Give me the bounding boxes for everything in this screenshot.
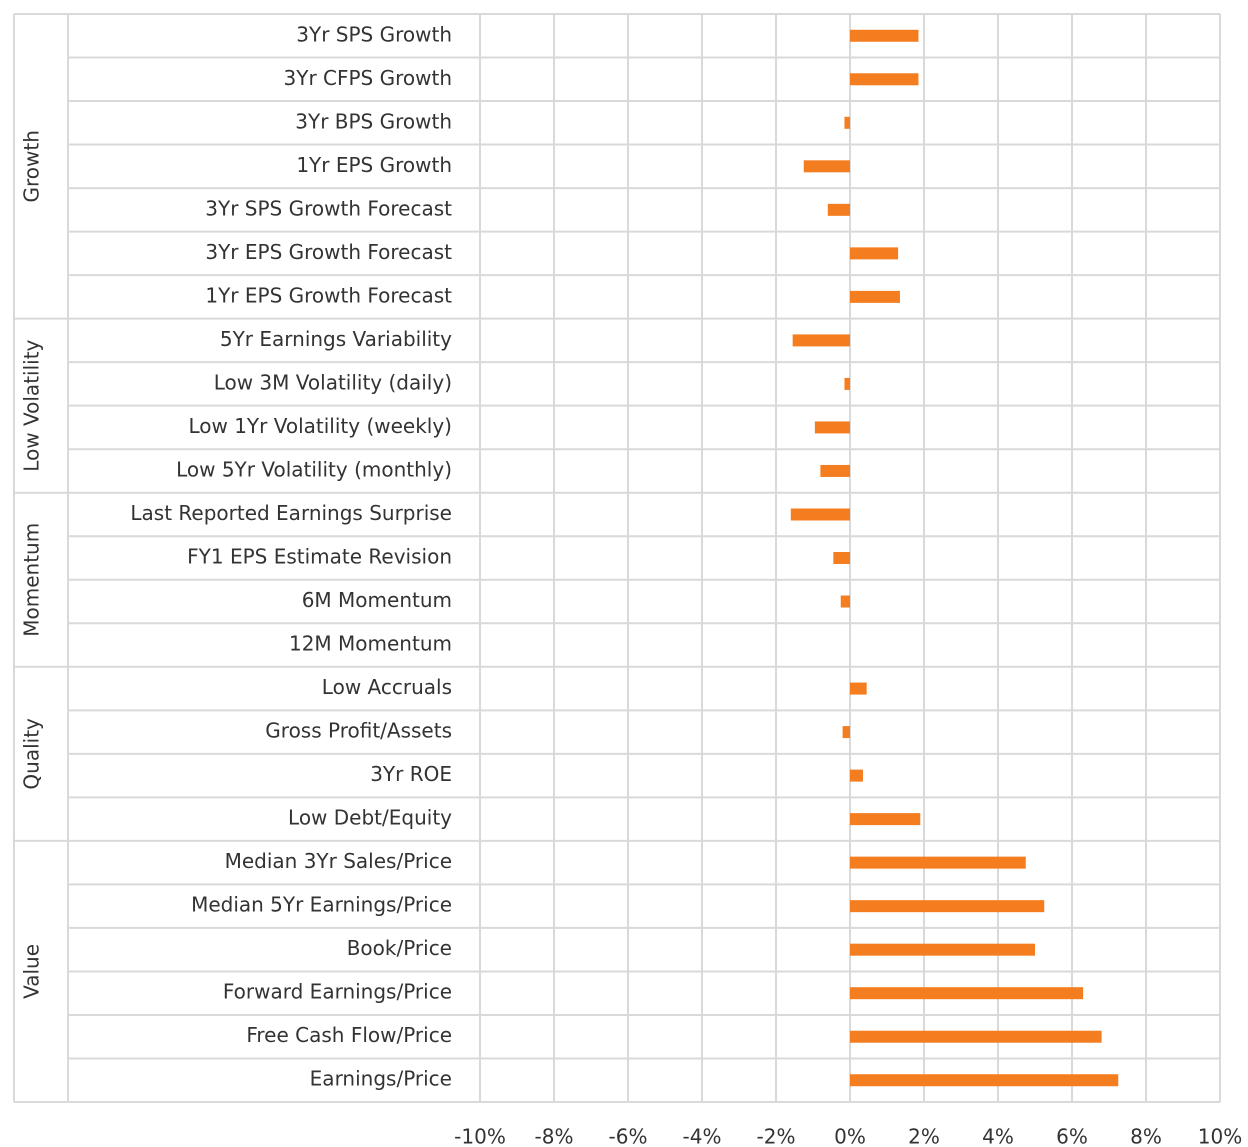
category-label: Gross Profit/Assets	[265, 719, 452, 743]
category-label: Low 3M Volatility (daily)	[214, 370, 452, 394]
bar	[850, 682, 867, 695]
category-label: 5Yr Earnings Variability	[220, 327, 452, 351]
group-label: Quality	[20, 718, 44, 790]
bar	[850, 290, 900, 303]
category-label: 1Yr EPS Growth Forecast	[205, 283, 452, 307]
category-label: Last Reported Earnings Surprise	[130, 501, 452, 525]
x-tick-label: -6%	[609, 1125, 648, 1147]
x-tick-label: 6%	[1056, 1125, 1088, 1147]
category-label: Book/Price	[347, 936, 452, 960]
category-label: 3Yr SPS Growth Forecast	[205, 196, 452, 220]
bar	[827, 203, 850, 216]
category-label: 6M Momentum	[302, 588, 452, 612]
x-tick-label: 8%	[1130, 1125, 1162, 1147]
category-label: Low 5Yr Volatility (monthly)	[176, 457, 452, 481]
category-label: 3Yr EPS Growth Forecast	[205, 240, 452, 264]
category-label: 3Yr CFPS Growth	[284, 66, 453, 90]
bar	[850, 813, 921, 826]
category-label: Free Cash Flow/Price	[246, 1023, 452, 1047]
bar	[850, 247, 899, 260]
bar	[844, 377, 850, 390]
group-label: Value	[20, 944, 44, 999]
x-tick-label: 2%	[908, 1125, 940, 1147]
x-tick-label: -4%	[683, 1125, 722, 1147]
category-label: Median 3Yr Sales/Price	[225, 849, 452, 873]
bar	[820, 464, 850, 477]
category-label: 3Yr BPS Growth	[295, 109, 452, 133]
bar	[792, 334, 850, 347]
group-label: Momentum	[20, 523, 44, 637]
category-label: 3Yr ROE	[370, 762, 452, 786]
bar	[850, 29, 919, 42]
bar	[840, 595, 850, 608]
category-label: 1Yr EPS Growth	[296, 153, 452, 177]
x-tick-label: 0%	[834, 1125, 866, 1147]
x-tick-label: 4%	[982, 1125, 1014, 1147]
bar	[803, 160, 850, 173]
bar	[833, 552, 850, 564]
x-tick-label: 10%	[1198, 1125, 1242, 1147]
bar	[850, 856, 1026, 869]
bar	[814, 421, 850, 434]
group-label: Low Volatility	[20, 339, 44, 471]
bar	[850, 769, 863, 782]
x-tick-label: -10%	[454, 1125, 506, 1147]
category-label: Earnings/Price	[310, 1067, 452, 1091]
bar	[850, 1074, 1119, 1087]
category-label: Low Debt/Equity	[288, 806, 452, 830]
bar	[850, 1030, 1102, 1043]
bar	[842, 726, 850, 739]
bar	[850, 943, 1035, 956]
x-tick-label: -8%	[535, 1125, 574, 1147]
bar	[850, 900, 1045, 913]
category-label: Low Accruals	[322, 675, 452, 699]
category-label: 3Yr SPS Growth	[296, 22, 452, 46]
x-tick-label: -2%	[757, 1125, 796, 1147]
bar	[850, 73, 919, 86]
category-label: Low 1Yr Volatility (weekly)	[188, 414, 452, 438]
bar	[844, 116, 850, 129]
group-label: Growth	[20, 130, 44, 202]
category-label: 12M Momentum	[289, 632, 452, 656]
category-label: Forward Earnings/Price	[223, 980, 452, 1004]
bar	[790, 508, 850, 521]
bar	[850, 987, 1084, 1000]
category-label: FY1 EPS Estimate Revision	[187, 545, 452, 569]
category-label: Median 5Yr Earnings/Price	[191, 893, 452, 917]
